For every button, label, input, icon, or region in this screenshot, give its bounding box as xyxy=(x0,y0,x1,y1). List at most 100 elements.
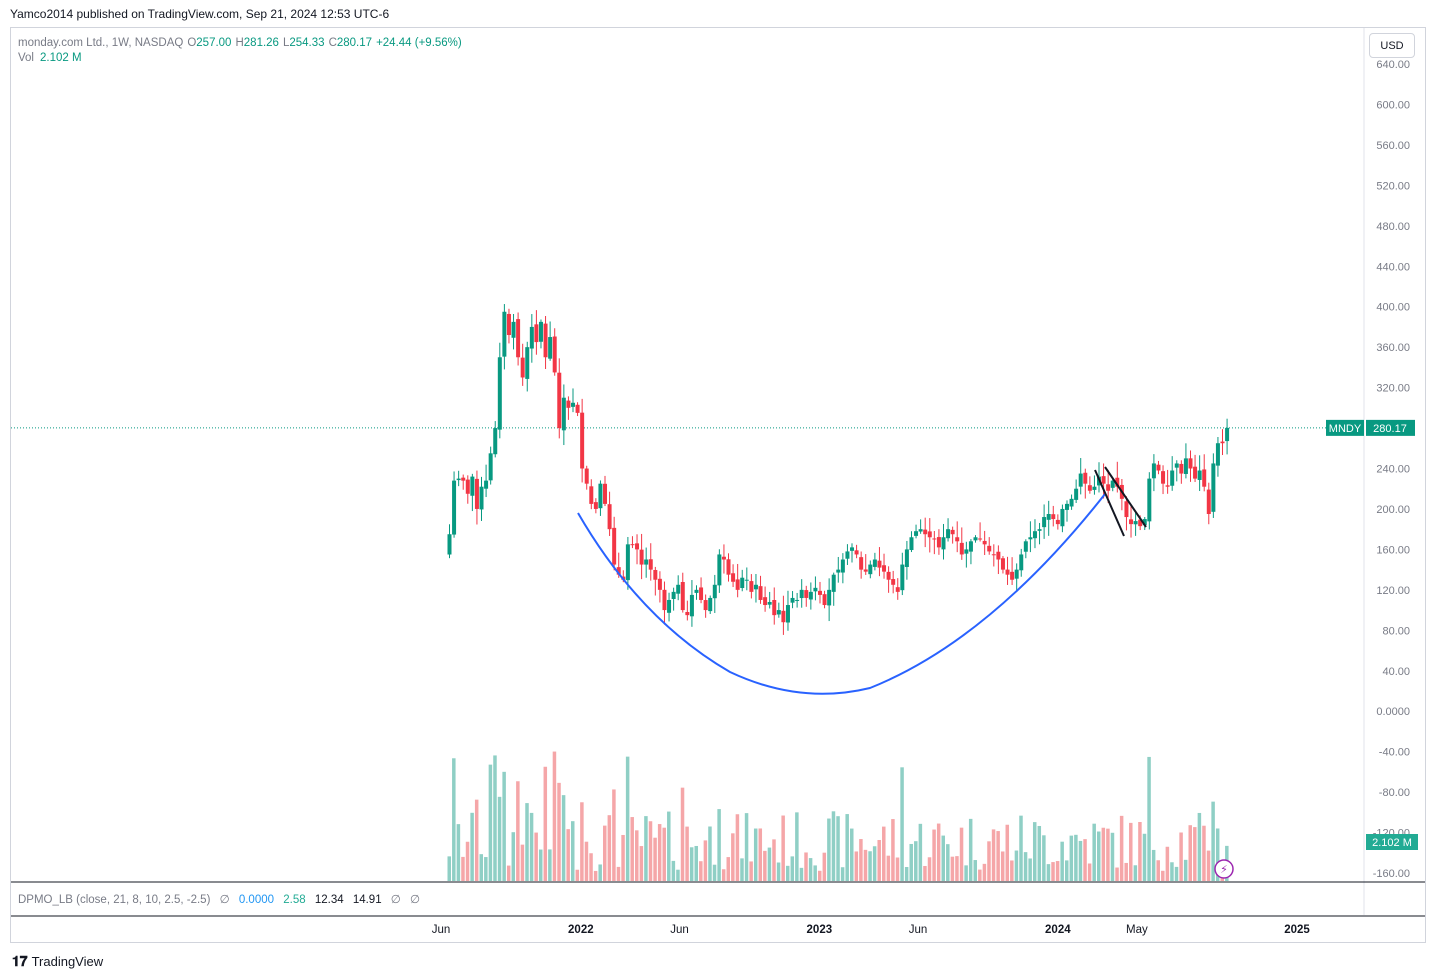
candle-body xyxy=(452,480,457,535)
price-tag-value: 280.17 xyxy=(1373,423,1407,435)
volume-bar xyxy=(808,858,813,881)
candle-body xyxy=(1037,529,1042,531)
volume-bar xyxy=(516,781,520,881)
candle-body xyxy=(859,557,864,570)
candle-body xyxy=(575,404,580,413)
volume-bar xyxy=(845,814,849,881)
candle-body xyxy=(465,479,470,494)
volume-bar xyxy=(1193,827,1197,881)
volume-bar xyxy=(1010,860,1014,881)
legend-low-label: L xyxy=(282,37,290,49)
candle-body xyxy=(447,534,452,555)
candle-body xyxy=(790,597,795,603)
candle-body xyxy=(1115,477,1120,487)
y-tick-label: 320.00 xyxy=(1376,383,1410,395)
candle-body xyxy=(667,599,672,613)
volume-bar xyxy=(914,841,918,881)
candle-body xyxy=(1101,476,1106,484)
volume-bar xyxy=(479,854,484,881)
volume-bar xyxy=(612,789,616,881)
candle-body xyxy=(868,564,873,575)
volume-bar xyxy=(877,840,881,881)
volume-bar xyxy=(959,827,964,881)
y-tick-label: 0.0000 xyxy=(1376,706,1410,718)
candle-body xyxy=(785,605,790,623)
volume-bar xyxy=(1215,828,1220,881)
volume-bar xyxy=(584,841,589,881)
candle-body xyxy=(955,537,960,542)
volume-bar xyxy=(607,815,612,881)
volume-bar xyxy=(863,849,868,881)
symbol-legend: monday.com Ltd., 1W, NASDAQ O257.00 H281.2… xyxy=(18,35,466,52)
candle-body xyxy=(973,537,978,541)
candle-body xyxy=(484,480,489,489)
volume-bar xyxy=(506,865,511,881)
candle-body xyxy=(813,587,818,592)
x-tick-label: Jun xyxy=(432,924,451,936)
candle-body xyxy=(918,529,923,532)
legend-close: 280.17 xyxy=(336,37,373,49)
y-tick-label: 520.00 xyxy=(1376,180,1410,192)
volume-bar xyxy=(817,870,822,881)
flag-line-upper xyxy=(1094,469,1125,537)
candle-body xyxy=(635,543,640,550)
legend-high: 281.26 xyxy=(243,37,279,49)
tradingview-logo-icon: 𝟏𝟕 xyxy=(12,953,28,969)
candle-body xyxy=(548,337,553,359)
volume-bar xyxy=(570,821,575,881)
indicator-symbol-2: ∅ xyxy=(390,894,401,906)
candle-body xyxy=(662,589,667,611)
x-tick-label: May xyxy=(1126,924,1148,936)
candle-body xyxy=(914,531,919,536)
volume-bar xyxy=(1014,850,1019,881)
candle-body xyxy=(493,428,498,455)
volume-bar xyxy=(639,846,644,881)
volume-bar xyxy=(968,818,973,881)
candle-body xyxy=(817,590,822,595)
volume-bar xyxy=(790,856,795,881)
candle-body xyxy=(657,578,662,590)
candle-body xyxy=(1225,427,1230,442)
candle-body xyxy=(831,574,836,592)
volume-bar xyxy=(488,764,493,881)
candle-body xyxy=(941,537,946,550)
indicator-legend: DPMO_LB (close, 21, 8, 10, 2.5, -2.5) ∅ … xyxy=(18,892,426,906)
candle-body xyxy=(1151,463,1156,479)
volume-bar xyxy=(1129,822,1133,881)
volume-bar xyxy=(850,828,854,881)
candle-body xyxy=(671,591,676,599)
volume-bar xyxy=(447,856,451,881)
price-tag-value-bg xyxy=(1366,419,1415,436)
volume-bar xyxy=(804,852,808,881)
volume-bar xyxy=(900,767,904,881)
price-tag-symbol-bg xyxy=(1326,419,1364,436)
volume-bar xyxy=(598,864,602,881)
volume-bar xyxy=(987,841,991,881)
volume-bar xyxy=(561,795,566,881)
volume-bar xyxy=(836,816,840,881)
volume-bar xyxy=(936,823,941,881)
candle-body xyxy=(731,573,736,582)
candle-body xyxy=(1215,443,1220,466)
candle-body xyxy=(598,483,603,509)
candle-body xyxy=(479,486,484,510)
volume-bar xyxy=(795,812,799,881)
volume-bar xyxy=(854,851,859,881)
candle-body xyxy=(726,559,731,575)
candle-body xyxy=(534,324,539,343)
volume-bar xyxy=(882,826,886,881)
candle-body xyxy=(1165,485,1170,487)
candle-body xyxy=(612,527,617,565)
volume-bar xyxy=(904,866,909,881)
volume-bar xyxy=(758,828,763,881)
tradingview-logo[interactable]: 𝟏𝟕 TradingView xyxy=(12,953,103,970)
candle-body xyxy=(1193,466,1198,479)
currency-button[interactable]: USD xyxy=(1369,33,1415,58)
volume-bar xyxy=(621,834,625,881)
candle-body xyxy=(991,554,996,556)
volume-bar xyxy=(593,870,598,881)
candle-body xyxy=(923,529,928,535)
candle-body xyxy=(1078,473,1083,487)
candle-body xyxy=(708,597,713,612)
